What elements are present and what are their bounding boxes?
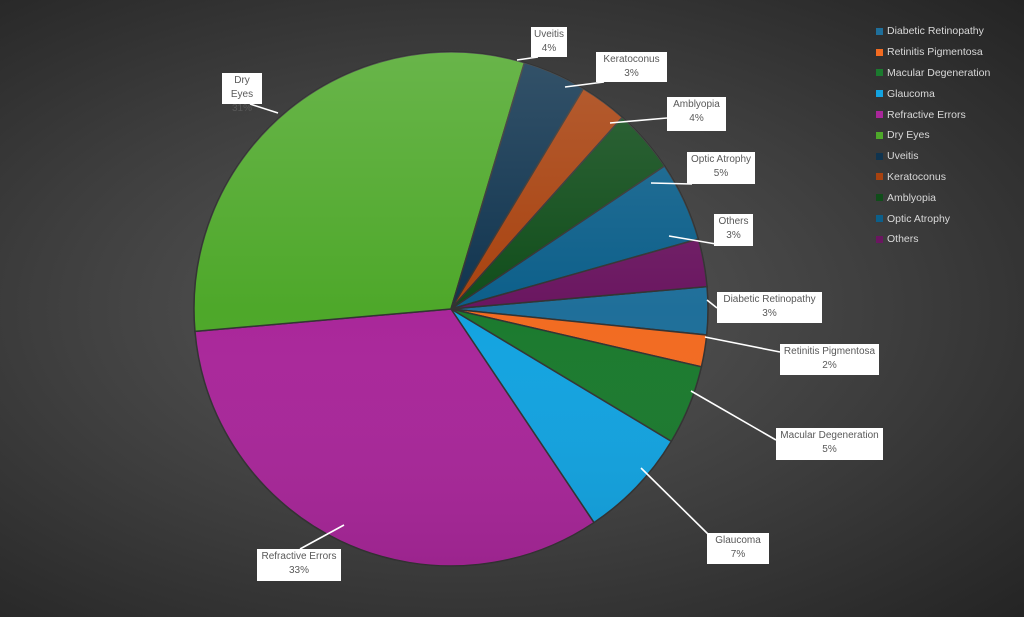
data-label-amblyopia: Amblyopia 4% (667, 97, 726, 131)
legend-swatch (876, 173, 883, 181)
data-label-percent: 3% (726, 230, 741, 241)
legend-item-amblyopia: Amblyopia (876, 187, 990, 208)
legend-swatch (876, 27, 883, 35)
legend-swatch (876, 235, 883, 243)
legend-label: Diabetic Retinopathy (887, 25, 984, 38)
legend-item-glaucoma: Glaucoma (876, 83, 990, 104)
legend-item-others: Others (876, 229, 990, 250)
legend-swatch (876, 152, 883, 160)
data-label-category: Optic Atrophy (690, 154, 752, 165)
legend-swatch (876, 48, 883, 56)
data-label-category: Dry Eyes (230, 75, 254, 100)
data-label-percent: 31% (231, 103, 252, 114)
leader-line-optic-atrophy (650, 182, 693, 185)
legend-label: Others (887, 233, 919, 246)
data-label-category: Refractive Errors (261, 551, 337, 562)
legend-label: Amblyopia (887, 191, 937, 204)
data-label-category: Glaucoma (715, 535, 761, 546)
leader-line-macular-degeneration (690, 390, 777, 441)
legend-label: Glaucoma (887, 87, 935, 100)
legend-swatch (876, 111, 883, 119)
data-label-diabetic-retinopathy: Diabetic Retinopathy 3% (717, 292, 822, 323)
legend-label: Keratoconus (887, 170, 946, 183)
legend-label: Optic Atrophy (887, 212, 951, 225)
legend-item-uveitis: Uveitis (876, 146, 990, 167)
leader-line-dry-eyes (249, 103, 279, 114)
legend-label: Uveitis (887, 150, 919, 163)
leader-line-glaucoma (640, 467, 713, 539)
data-label-category: Others (718, 216, 749, 227)
data-label-category: Diabetic Retinopathy (723, 294, 816, 305)
legend-label: Macular Degeneration (887, 66, 991, 79)
legend-label: Dry Eyes (887, 129, 930, 142)
legend-swatch (876, 69, 883, 77)
legend-swatch (876, 90, 883, 98)
data-label-percent: 5% (713, 168, 729, 179)
data-label-percent: 3% (762, 308, 777, 319)
data-label-percent: 3% (624, 68, 639, 79)
data-label-uveitis: Uveitis 4% (531, 27, 567, 57)
data-label-percent: 4% (541, 43, 557, 54)
legend-swatch (876, 215, 883, 223)
data-label-optic-atrophy: Optic Atrophy 5% (687, 152, 755, 184)
leader-line-keratoconus (564, 81, 605, 88)
data-label-category: Macular Degeneration (780, 430, 879, 441)
data-label-refractive-errors: Refractive Errors 33% (257, 549, 341, 581)
legend-item-optic-atrophy: Optic Atrophy (876, 208, 990, 229)
leader-line-diabetic-retinopathy (706, 299, 718, 309)
leader-line-others (668, 235, 717, 245)
data-label-others: Others 3% (714, 214, 753, 246)
data-label-macular-degeneration: Macular Degeneration 5% (776, 428, 883, 460)
data-label-dry-eyes: Dry Eyes 31% (222, 73, 262, 114)
data-label-glaucoma: Glaucoma 7% (707, 533, 769, 564)
legend-item-macular-degeneration: Macular Degeneration (876, 63, 990, 84)
legend-item-refractive-errors: Refractive Errors (876, 104, 990, 125)
data-label-percent: 5% (822, 444, 837, 455)
legend: Diabetic Retinopathy Retinitis Pigmentosa… (876, 21, 990, 250)
data-label-category: Keratoconus (603, 54, 660, 65)
data-label-percent: 4% (689, 113, 704, 124)
leader-line-uveitis (516, 56, 539, 61)
legend-swatch (876, 131, 883, 139)
data-label-category: Uveitis (534, 29, 565, 40)
leader-line-refractive-errors (299, 524, 345, 550)
legend-item-diabetic-retinopathy: Diabetic Retinopathy (876, 21, 990, 42)
data-label-percent: 2% (822, 360, 837, 371)
leader-line-retinitis-pigmentosa (704, 336, 781, 353)
leader-line-amblyopia (609, 117, 668, 124)
data-label-retinitis-pigmentosa: Retinitis Pigmentosa 2% (780, 344, 879, 375)
legend-label: Refractive Errors (887, 108, 966, 121)
legend-swatch (876, 194, 883, 202)
legend-item-retinitis-pigmentosa: Retinitis Pigmentosa (876, 42, 990, 63)
data-label-percent: 7% (730, 549, 746, 560)
legend-label: Retinitis Pigmentosa (887, 46, 983, 59)
data-label-keratoconus: Keratoconus 3% (596, 52, 667, 82)
data-label-category: Amblyopia (673, 99, 720, 110)
legend-item-keratoconus: Keratoconus (876, 167, 990, 188)
data-label-category: Retinitis Pigmentosa (783, 346, 876, 357)
legend-item-dry-eyes: Dry Eyes (876, 125, 990, 146)
data-label-percent: 33% (288, 565, 309, 576)
